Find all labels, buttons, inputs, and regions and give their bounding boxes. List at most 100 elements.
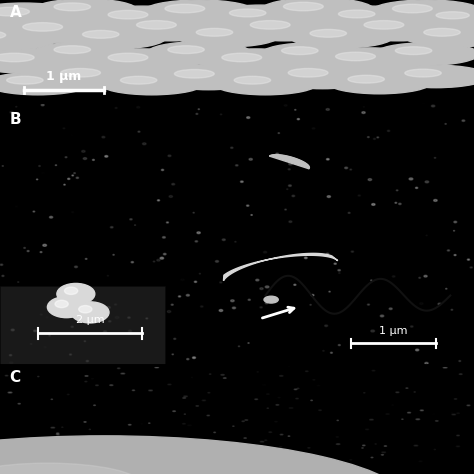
Circle shape xyxy=(246,205,249,206)
Circle shape xyxy=(199,273,201,274)
Circle shape xyxy=(55,300,68,308)
Circle shape xyxy=(310,29,346,37)
Circle shape xyxy=(137,20,176,29)
Circle shape xyxy=(153,261,155,262)
Circle shape xyxy=(215,261,219,262)
Circle shape xyxy=(67,29,161,49)
Circle shape xyxy=(172,183,175,185)
Circle shape xyxy=(219,282,222,283)
Circle shape xyxy=(454,221,457,223)
Circle shape xyxy=(288,365,290,366)
Circle shape xyxy=(308,447,310,448)
Circle shape xyxy=(96,385,98,386)
Circle shape xyxy=(228,16,341,41)
Text: B: B xyxy=(9,112,21,128)
Circle shape xyxy=(260,441,264,442)
Circle shape xyxy=(338,270,340,271)
Text: 1 μm: 1 μm xyxy=(46,70,82,83)
Circle shape xyxy=(178,296,181,297)
Circle shape xyxy=(196,28,233,36)
Circle shape xyxy=(115,304,117,305)
Circle shape xyxy=(175,25,280,47)
Circle shape xyxy=(318,6,422,28)
Circle shape xyxy=(49,335,50,336)
Circle shape xyxy=(375,2,474,25)
Circle shape xyxy=(304,257,307,259)
Circle shape xyxy=(234,76,271,84)
Circle shape xyxy=(264,296,278,303)
Circle shape xyxy=(347,19,449,41)
Circle shape xyxy=(128,424,131,425)
Circle shape xyxy=(205,51,307,73)
Circle shape xyxy=(265,64,379,89)
Circle shape xyxy=(85,375,88,376)
Circle shape xyxy=(338,10,375,18)
Circle shape xyxy=(161,169,164,171)
Circle shape xyxy=(278,133,280,134)
Circle shape xyxy=(108,10,148,19)
Circle shape xyxy=(168,155,171,156)
Circle shape xyxy=(70,354,72,355)
Circle shape xyxy=(160,257,164,259)
Circle shape xyxy=(289,185,292,186)
Circle shape xyxy=(348,75,384,83)
Circle shape xyxy=(40,252,42,253)
Circle shape xyxy=(467,405,470,406)
Circle shape xyxy=(103,331,107,333)
Circle shape xyxy=(7,76,43,84)
Circle shape xyxy=(157,259,160,261)
Circle shape xyxy=(168,46,204,54)
Circle shape xyxy=(152,44,246,64)
Circle shape xyxy=(371,280,372,281)
Circle shape xyxy=(336,52,375,61)
Circle shape xyxy=(260,307,263,308)
Circle shape xyxy=(100,73,204,95)
Circle shape xyxy=(368,179,372,181)
Circle shape xyxy=(265,302,268,304)
Circle shape xyxy=(91,9,193,31)
Circle shape xyxy=(18,403,20,404)
Circle shape xyxy=(40,314,42,315)
Circle shape xyxy=(2,275,4,276)
Circle shape xyxy=(306,371,308,372)
Circle shape xyxy=(446,288,447,289)
Circle shape xyxy=(422,10,474,28)
Circle shape xyxy=(17,449,20,450)
Circle shape xyxy=(49,216,53,218)
Circle shape xyxy=(24,247,26,248)
Circle shape xyxy=(351,251,354,252)
Circle shape xyxy=(128,317,130,318)
Circle shape xyxy=(289,26,393,48)
Circle shape xyxy=(181,27,274,47)
Circle shape xyxy=(332,73,426,94)
Circle shape xyxy=(311,294,314,296)
Circle shape xyxy=(114,16,228,41)
Circle shape xyxy=(408,27,474,47)
Circle shape xyxy=(326,109,329,110)
Circle shape xyxy=(82,150,85,152)
Circle shape xyxy=(294,284,296,285)
Circle shape xyxy=(256,279,259,281)
Circle shape xyxy=(57,283,95,304)
Circle shape xyxy=(172,354,173,355)
Circle shape xyxy=(186,294,190,296)
Circle shape xyxy=(72,175,73,176)
Circle shape xyxy=(0,264,3,265)
Circle shape xyxy=(164,253,166,255)
Circle shape xyxy=(285,209,286,210)
Circle shape xyxy=(399,203,401,205)
Circle shape xyxy=(370,419,373,420)
Circle shape xyxy=(287,189,288,190)
Circle shape xyxy=(231,300,234,302)
Circle shape xyxy=(171,304,173,305)
Circle shape xyxy=(36,179,37,180)
Circle shape xyxy=(214,7,308,27)
Circle shape xyxy=(83,157,87,160)
Circle shape xyxy=(0,3,81,27)
Text: A: A xyxy=(9,5,21,20)
Circle shape xyxy=(121,373,125,374)
Circle shape xyxy=(55,312,56,313)
Circle shape xyxy=(110,227,113,228)
Circle shape xyxy=(163,237,165,238)
Circle shape xyxy=(209,5,313,27)
